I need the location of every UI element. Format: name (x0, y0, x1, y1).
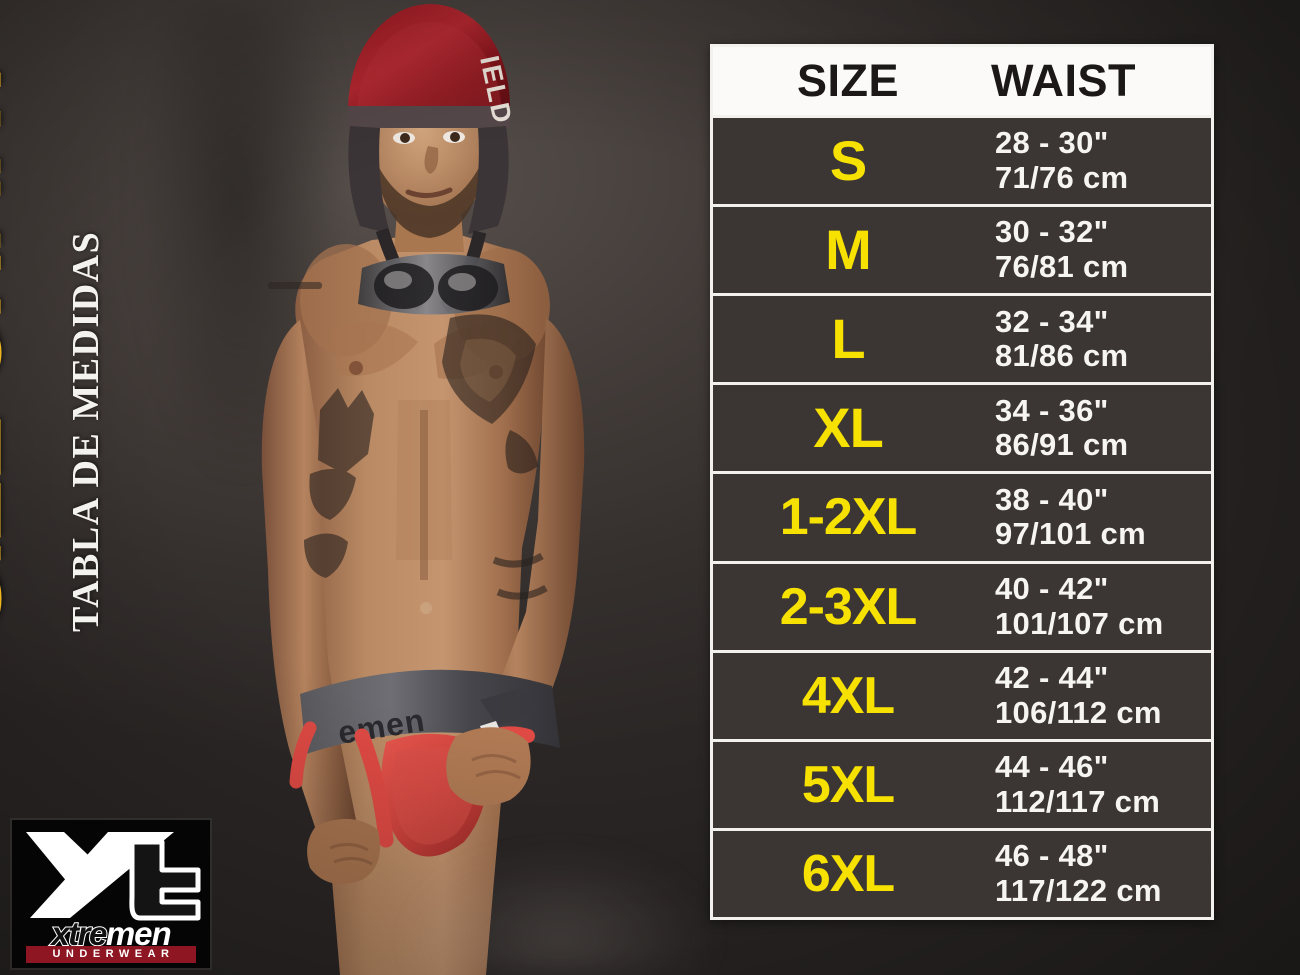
waist-centimeters: 112/117 cm (995, 783, 1161, 819)
cell-size: 4XL (801, 666, 895, 725)
cell-size: S (829, 129, 867, 193)
size-chart-table: SIZE WAIST S 28 - 30" 71/76 cm M 30 - 32" 76/… (710, 44, 1214, 920)
waist-inches: 34 - 36" (995, 392, 1109, 428)
cell-size: L (831, 307, 865, 371)
table-row: 1-2XL 38 - 40" 97/101 cm (713, 471, 1211, 561)
waist-inches: 30 - 32" (995, 214, 1109, 250)
table-body: S 28 - 30" 71/76 cm M 30 - 32" 76/81 cm L 32 - … (713, 115, 1211, 917)
table-row: XL 34 - 36" 86/91 cm (713, 382, 1211, 472)
floor-fog (380, 745, 740, 975)
waist-inches: 40 - 42" (995, 570, 1109, 606)
cell-waist: 44 - 46" 112/117 cm (983, 749, 1211, 819)
title-main: SIZE CHART (0, 51, 21, 632)
cell-size: 6XL (801, 844, 895, 903)
page-title: SIZE CHART TABLA DE MEDIDAS (0, 0, 175, 640)
cell-waist: 46 - 48" 117/122 cm (983, 838, 1211, 908)
title-subtitle: TABLA DE MEDIDAS (65, 230, 108, 632)
waist-centimeters: 101/107 cm (995, 605, 1164, 641)
cell-waist: 28 - 30" 71/76 cm (983, 126, 1211, 195)
table-row: 5XL 44 - 46" 112/117 cm (713, 738, 1211, 828)
table-row: L 32 - 34" 81/86 cm (713, 293, 1211, 383)
column-header-size: SIZE (796, 55, 900, 106)
waist-centimeters: 106/112 cm (995, 694, 1162, 730)
waist-centimeters: 97/101 cm (995, 516, 1146, 552)
cell-size: M (825, 218, 872, 282)
cell-size: XL (813, 396, 884, 460)
table-row: 2-3XL 40 - 42" 101/107 cm (713, 560, 1211, 650)
cell-size: 2-3XL (779, 577, 918, 636)
logo-tagline: UNDERWEAR (26, 946, 196, 963)
brand-logo: xtremen UNDERWEAR (12, 820, 210, 968)
waist-centimeters: 117/122 cm (995, 872, 1162, 908)
cell-size: 1-2XL (779, 488, 918, 547)
cell-waist: 30 - 32" 76/81 cm (983, 215, 1211, 284)
waist-inches: 28 - 30" (995, 125, 1109, 161)
waist-centimeters: 76/81 cm (995, 249, 1129, 285)
goggles (358, 253, 510, 315)
cell-size: 5XL (801, 755, 895, 814)
table-header-row: SIZE WAIST (713, 47, 1211, 115)
waist-centimeters: 71/76 cm (995, 160, 1129, 196)
table-row: 6XL 46 - 48" 117/122 cm (713, 827, 1211, 917)
waist-centimeters: 86/91 cm (995, 427, 1129, 463)
waist-inches: 38 - 40" (995, 481, 1109, 517)
table-row: S 28 - 30" 71/76 cm (713, 115, 1211, 205)
cell-waist: 42 - 44" 106/112 cm (983, 659, 1211, 730)
cell-waist: 38 - 40" 97/101 cm (983, 481, 1211, 552)
logo-word-men: men (105, 915, 172, 952)
waist-inches: 42 - 44" (995, 659, 1109, 695)
column-header-waist: WAIST (991, 55, 1136, 106)
waist-inches: 32 - 34" (995, 303, 1109, 339)
waist-centimeters: 81/86 cm (995, 338, 1129, 374)
logo-wordmark: xtremen (22, 914, 200, 953)
waist-inches: 44 - 46" (995, 749, 1109, 785)
table-row: M 30 - 32" 76/81 cm (713, 204, 1211, 294)
logo-mark-xt (12, 826, 210, 922)
waist-inches: 46 - 48" (995, 838, 1109, 874)
cell-waist: 34 - 36" 86/91 cm (983, 392, 1211, 463)
cell-waist: 32 - 34" 81/86 cm (983, 303, 1211, 374)
model-photo: IELD emen (150, 0, 710, 975)
table-row: 4XL 42 - 44" 106/112 cm (713, 649, 1211, 739)
cell-waist: 40 - 42" 101/107 cm (983, 570, 1211, 641)
